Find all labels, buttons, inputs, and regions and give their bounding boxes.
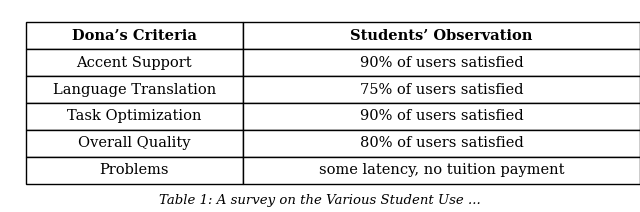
Bar: [26, 76, 243, 103]
Text: Task Optimization: Task Optimization: [67, 109, 202, 124]
Text: Language Translation: Language Translation: [52, 82, 216, 97]
Bar: [243, 49, 640, 76]
Text: Dona’s Criteria: Dona’s Criteria: [72, 29, 197, 43]
Text: Table 1: A survey on the Various Student Use ...: Table 1: A survey on the Various Student…: [159, 194, 481, 207]
Bar: [26, 49, 243, 76]
Text: Students’ Observation: Students’ Observation: [351, 29, 532, 43]
Text: some latency, no tuition payment: some latency, no tuition payment: [319, 163, 564, 177]
Bar: [243, 130, 640, 157]
Bar: [26, 103, 243, 130]
Text: Problems: Problems: [100, 163, 169, 177]
Text: 90% of users satisfied: 90% of users satisfied: [360, 56, 524, 70]
Bar: [243, 157, 640, 184]
Text: 75% of users satisfied: 75% of users satisfied: [360, 82, 524, 97]
Text: 90% of users satisfied: 90% of users satisfied: [360, 109, 524, 124]
Text: Accent Support: Accent Support: [77, 56, 192, 70]
Bar: [26, 130, 243, 157]
Bar: [26, 157, 243, 184]
Bar: [26, 22, 243, 49]
Text: Overall Quality: Overall Quality: [78, 136, 191, 151]
Text: 80% of users satisfied: 80% of users satisfied: [360, 136, 524, 151]
Bar: [243, 22, 640, 49]
Bar: [243, 76, 640, 103]
Bar: [243, 103, 640, 130]
